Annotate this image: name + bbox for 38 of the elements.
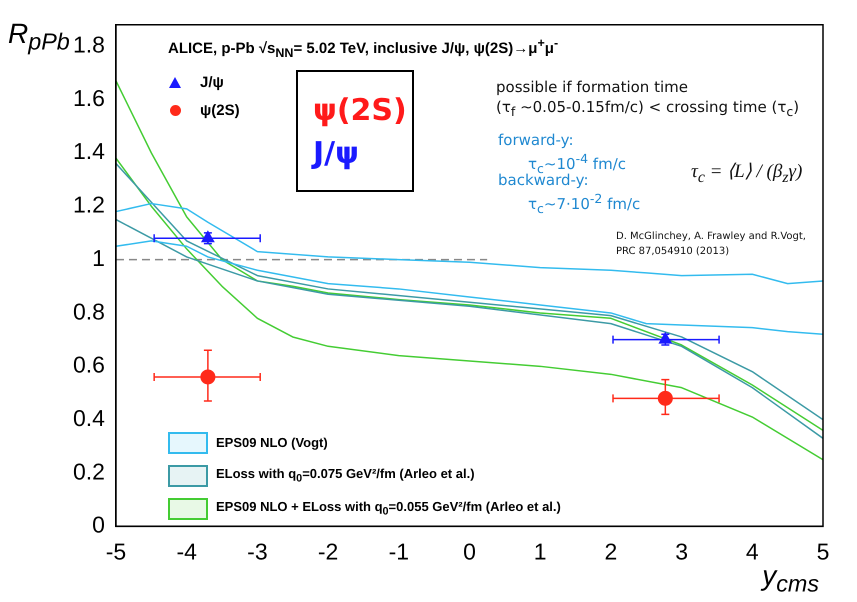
- annotation: forward-y:: [498, 131, 574, 149]
- annotation: PRC 87,054910 (2013): [613, 245, 732, 258]
- x-tick-label: 5: [816, 538, 830, 565]
- y-tick-label: 1.6: [72, 84, 105, 111]
- x-tick-label: 4: [746, 538, 759, 565]
- annotation: D. McGlinchey, A. Frawley and R.Vogt,: [613, 230, 809, 243]
- legend-label: ELoss with q$_{0}$=0.075 GeV²/fm (Arleo et al.): [216, 466, 475, 485]
- x-tick-label: 0: [463, 538, 476, 565]
- y-tick-label: 1.8: [72, 31, 105, 58]
- annotation: τ$_{c}$ = ⟨L⟩ / (β$_{z}$γ): [688, 158, 806, 188]
- y-axis-title: R$_{pPb}$: [8, 18, 70, 56]
- legend-label: EPS09 NLO (Vogt): [216, 435, 328, 450]
- y-tick-label: 1.2: [72, 192, 105, 218]
- y-tick-label: 1.4: [72, 138, 106, 164]
- annotation: ψ(2S): [313, 93, 407, 128]
- y-tick-label: 0.4: [72, 405, 106, 432]
- x-axis-title: y$_{cms}$: [762, 560, 819, 597]
- annotation: (τ$_{f}$ ~0.05-0.15fm/c) < crossing time (τ$_{c}$): [496, 98, 800, 119]
- y-tick-label: 0.6: [72, 352, 105, 378]
- x-tick-label: 3: [675, 538, 688, 565]
- x-tick-label: 2: [604, 538, 618, 565]
- legend-label: ψ(2S): [200, 102, 240, 118]
- legend-label: EPS09 NLO + ELoss with q$_{0}$=0.055 GeV²/fm (Arleo et al.): [216, 499, 561, 518]
- y-tick-label: 0.8: [72, 298, 105, 324]
- annotation: τ$_{c}$~7·10$^{-2}$ fm/c: [528, 191, 640, 216]
- x-tick-label: -3: [247, 538, 268, 565]
- y-tick-label: 0: [92, 512, 105, 538]
- x-tick-label: 1: [534, 538, 547, 565]
- x-tick-label: -5: [106, 538, 126, 565]
- legend-label: J/ψ: [200, 74, 224, 90]
- annotation: J/ψ: [313, 136, 359, 171]
- x-tick-label: -1: [388, 538, 410, 565]
- y-tick-label: 0.2: [72, 458, 105, 484]
- y-tick-label: 1: [92, 244, 105, 271]
- x-tick-label: -4: [176, 538, 198, 565]
- annotation: possible if formation time: [496, 78, 688, 96]
- x-tick-label: -2: [318, 538, 338, 565]
- text: ALICE, p-Pb √s$_{NN}$= 5.02 TeV, inclusive J/ψ, ψ(2S)→μ$^{+}$μ$^{-}$: [168, 36, 558, 60]
